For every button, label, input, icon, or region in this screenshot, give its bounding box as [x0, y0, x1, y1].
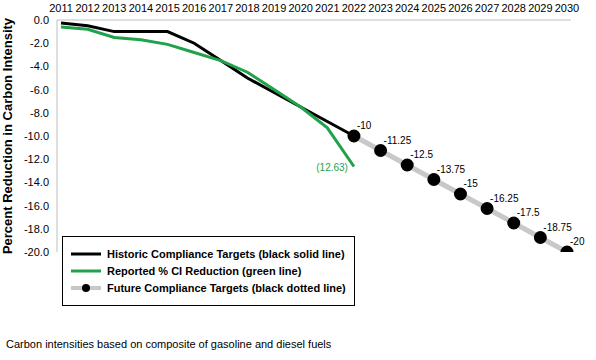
svg-text:2016: 2016 — [182, 2, 206, 14]
svg-text:-15: -15 — [463, 178, 478, 189]
svg-text:-16.25: -16.25 — [490, 193, 519, 204]
svg-text:-12.5: -12.5 — [410, 149, 433, 160]
svg-text:-10: -10 — [357, 120, 372, 131]
svg-text:2026: 2026 — [448, 2, 472, 14]
svg-text:-8.0: -8.0 — [30, 107, 49, 119]
svg-text:2022: 2022 — [342, 2, 366, 14]
svg-text:-13.75: -13.75 — [437, 164, 466, 175]
svg-text:2011: 2011 — [49, 2, 73, 14]
svg-text:0.0: 0.0 — [34, 14, 49, 26]
svg-text:2025: 2025 — [422, 2, 446, 14]
svg-text:2028: 2028 — [501, 2, 525, 14]
svg-text:2018: 2018 — [235, 2, 259, 14]
html-text:Reported % CI Reduction (green: Reported % CI Reduction (green line) — [107, 265, 302, 277]
svg-text:-6.0: -6.0 — [30, 84, 49, 96]
svg-text:-10.0: -10.0 — [24, 130, 49, 142]
svg-text:-4.0: -4.0 — [30, 60, 49, 72]
svg-text:Percent Reduction in Carbon In: Percent Reduction in Carbon Intensity — [8, 17, 15, 254]
svg-text:2021: 2021 — [315, 2, 339, 14]
svg-text:-16.0: -16.0 — [24, 200, 49, 212]
svg-text:-2.0: -2.0 — [30, 37, 49, 49]
svg-text:2020: 2020 — [288, 2, 312, 14]
svg-text:2027: 2027 — [475, 2, 499, 14]
svg-text:-18.0: -18.0 — [24, 223, 49, 235]
svg-text:2012: 2012 — [75, 2, 99, 14]
svg-text:(12.63): (12.63) — [316, 162, 348, 173]
svg-text:2015: 2015 — [155, 2, 179, 14]
svg-text:2013: 2013 — [102, 2, 126, 14]
svg-text:2030: 2030 — [555, 2, 579, 14]
html-text:Future Compliance Targets (bla: Future Compliance Targets (black dotted … — [107, 282, 346, 294]
svg-text:2019: 2019 — [262, 2, 286, 14]
svg-text:-12.0: -12.0 — [24, 153, 49, 165]
svg-text:-11.25: -11.25 — [384, 135, 412, 146]
svg-text:-17.5: -17.5 — [517, 207, 540, 218]
html-text:Carbon intensities based on co: Carbon intensities based on composite of… — [6, 338, 332, 350]
svg-text:2014: 2014 — [129, 2, 153, 14]
svg-text:2023: 2023 — [368, 2, 392, 14]
svg-text:-14.0: -14.0 — [24, 176, 49, 188]
svg-text:2024: 2024 — [395, 2, 419, 14]
svg-text:-20: -20 — [570, 236, 585, 247]
svg-text:2017: 2017 — [209, 2, 233, 14]
svg-text:2029: 2029 — [528, 2, 552, 14]
html-text:Historic Compliance Targets (b: Historic Compliance Targets (black solid… — [107, 248, 345, 260]
svg-text:-18.75: -18.75 — [543, 222, 572, 233]
svg-text:-20.0: -20.0 — [24, 246, 49, 258]
